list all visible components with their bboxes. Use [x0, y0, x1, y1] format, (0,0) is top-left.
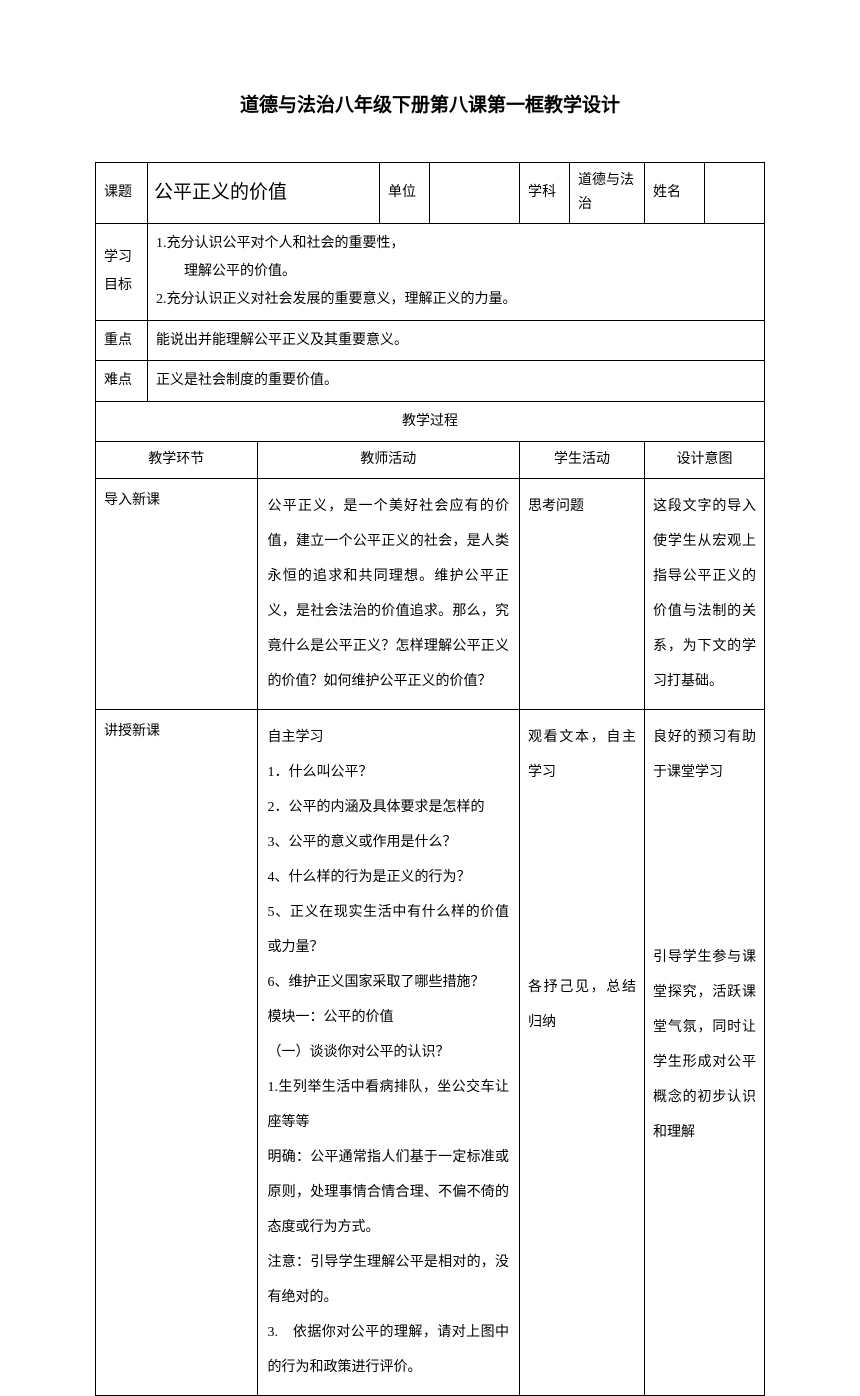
student-cell: 观看文本，自主学习各抒己见，总结归纳	[520, 709, 645, 1395]
stage-header: 教学环节	[96, 442, 258, 479]
table-row: 导入新课 公平正义，是一个美好社会应有的价值，建立一个公平正义的社会，是人类永恒…	[96, 478, 765, 709]
unit-value	[430, 163, 520, 224]
design-cell: 良好的预习有助于课堂学习引导学生参与课堂探究，活跃课堂气氛，同时让学生形成对公平…	[645, 709, 765, 1395]
objectives-content: 1.充分认识公平对个人和社会的重要性， 理解公平的价值。2.充分认识正义对社会发…	[148, 223, 765, 320]
stage-cell: 讲授新课	[96, 709, 258, 1395]
teacher-header: 教师活动	[257, 442, 519, 479]
key-point-label: 重点	[96, 320, 148, 361]
student-header: 学生活动	[520, 442, 645, 479]
lesson-plan-table: 课题 公平正义的价值 单位 学科 道德与法治 姓名 学习 目标 1.充分认识公平…	[95, 162, 765, 1396]
name-label: 姓名	[645, 163, 705, 224]
unit-label: 单位	[380, 163, 430, 224]
topic-label: 课题	[96, 163, 148, 224]
table-row: 讲授新课 自主学习1．什么叫公平？2．公平的内涵及具体要求是怎样的3、公平的意义…	[96, 709, 765, 1395]
student-cell: 思考问题	[520, 478, 645, 709]
process-header-row: 教学过程	[96, 402, 765, 442]
key-point-content: 能说出并能理解公平正义及其重要意义。	[148, 320, 765, 361]
key-point-row: 重点 能说出并能理解公平正义及其重要意义。	[96, 320, 765, 361]
topic-value: 公平正义的价值	[148, 163, 380, 224]
teacher-cell: 公平正义，是一个美好社会应有的价值，建立一个公平正义的社会，是人类永恒的追求和共…	[257, 478, 519, 709]
name-value	[705, 163, 765, 224]
difficulty-content: 正义是社会制度的重要价值。	[148, 361, 765, 402]
page-title: 道德与法治八年级下册第八课第一框教学设计	[95, 90, 765, 117]
subject-value: 道德与法治	[570, 163, 645, 224]
design-cell: 这段文字的导入使学生从宏观上指导公平正义的价值与法制的关系，为下文的学习打基础。	[645, 478, 765, 709]
teacher-cell: 自主学习1．什么叫公平？2．公平的内涵及具体要求是怎样的3、公平的意义或作用是什…	[257, 709, 519, 1395]
difficulty-label: 难点	[96, 361, 148, 402]
objectives-label: 学习 目标	[96, 223, 148, 320]
column-header-row: 教学环节 教师活动 学生活动 设计意图	[96, 442, 765, 479]
header-row: 课题 公平正义的价值 单位 学科 道德与法治 姓名	[96, 163, 765, 224]
subject-label: 学科	[520, 163, 570, 224]
difficulty-row: 难点 正义是社会制度的重要价值。	[96, 361, 765, 402]
design-header: 设计意图	[645, 442, 765, 479]
objectives-row: 学习 目标 1.充分认识公平对个人和社会的重要性， 理解公平的价值。2.充分认识…	[96, 223, 765, 320]
process-header: 教学过程	[96, 402, 765, 442]
stage-cell: 导入新课	[96, 478, 258, 709]
